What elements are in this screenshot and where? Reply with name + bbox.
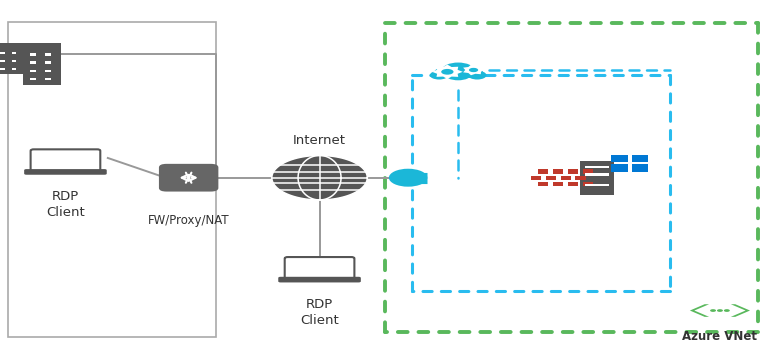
Polygon shape <box>463 65 485 75</box>
Bar <box>583 182 593 186</box>
Circle shape <box>469 68 478 72</box>
Bar <box>631 155 648 163</box>
Bar <box>45 78 51 80</box>
Bar <box>553 182 564 186</box>
Bar <box>58 171 74 172</box>
Bar <box>611 164 628 172</box>
FancyBboxPatch shape <box>278 277 361 283</box>
Bar <box>12 52 16 54</box>
Text: FW/Proxy/NAT: FW/Proxy/NAT <box>148 214 229 227</box>
FancyBboxPatch shape <box>285 257 354 280</box>
Bar <box>0 43 23 74</box>
Bar <box>45 53 51 56</box>
Bar <box>311 279 328 280</box>
Bar <box>580 161 614 195</box>
Circle shape <box>468 71 487 80</box>
Bar <box>23 43 62 85</box>
Text: Azure VNet: Azure VNet <box>682 330 758 343</box>
Bar <box>546 176 556 180</box>
Bar <box>561 176 571 180</box>
Bar <box>611 155 628 163</box>
Circle shape <box>272 155 367 200</box>
Polygon shape <box>690 304 709 317</box>
Text: RDP
Client: RDP Client <box>46 190 85 219</box>
Bar <box>12 60 16 62</box>
Circle shape <box>444 67 472 80</box>
Bar <box>553 169 564 173</box>
Bar <box>45 70 51 72</box>
Bar <box>575 176 586 180</box>
Polygon shape <box>731 304 750 317</box>
Circle shape <box>389 169 427 187</box>
Circle shape <box>442 62 474 78</box>
Bar <box>568 182 578 186</box>
Bar <box>30 78 35 80</box>
FancyBboxPatch shape <box>24 169 107 175</box>
Bar <box>538 169 548 173</box>
Bar <box>584 166 609 168</box>
Bar <box>583 169 593 173</box>
Circle shape <box>430 71 448 80</box>
Bar <box>30 70 35 72</box>
Circle shape <box>710 309 716 312</box>
Bar <box>538 182 548 186</box>
Circle shape <box>717 309 723 312</box>
Bar <box>30 61 35 64</box>
Text: Internet: Internet <box>293 134 346 147</box>
Bar <box>1 60 5 62</box>
Bar <box>30 53 35 56</box>
Circle shape <box>434 67 457 78</box>
Bar <box>45 61 51 64</box>
Text: RDP
Client: RDP Client <box>300 298 339 327</box>
Bar <box>531 176 541 180</box>
Bar <box>1 52 5 54</box>
Circle shape <box>441 69 454 75</box>
Polygon shape <box>432 65 463 79</box>
Bar <box>631 164 648 172</box>
Bar <box>12 68 16 70</box>
Bar <box>8 22 216 337</box>
Bar <box>568 169 578 173</box>
Bar <box>584 185 609 186</box>
FancyBboxPatch shape <box>159 164 219 192</box>
FancyBboxPatch shape <box>31 149 100 172</box>
Bar <box>584 173 609 176</box>
Circle shape <box>460 67 483 78</box>
Circle shape <box>724 309 730 312</box>
Bar <box>1 68 5 70</box>
